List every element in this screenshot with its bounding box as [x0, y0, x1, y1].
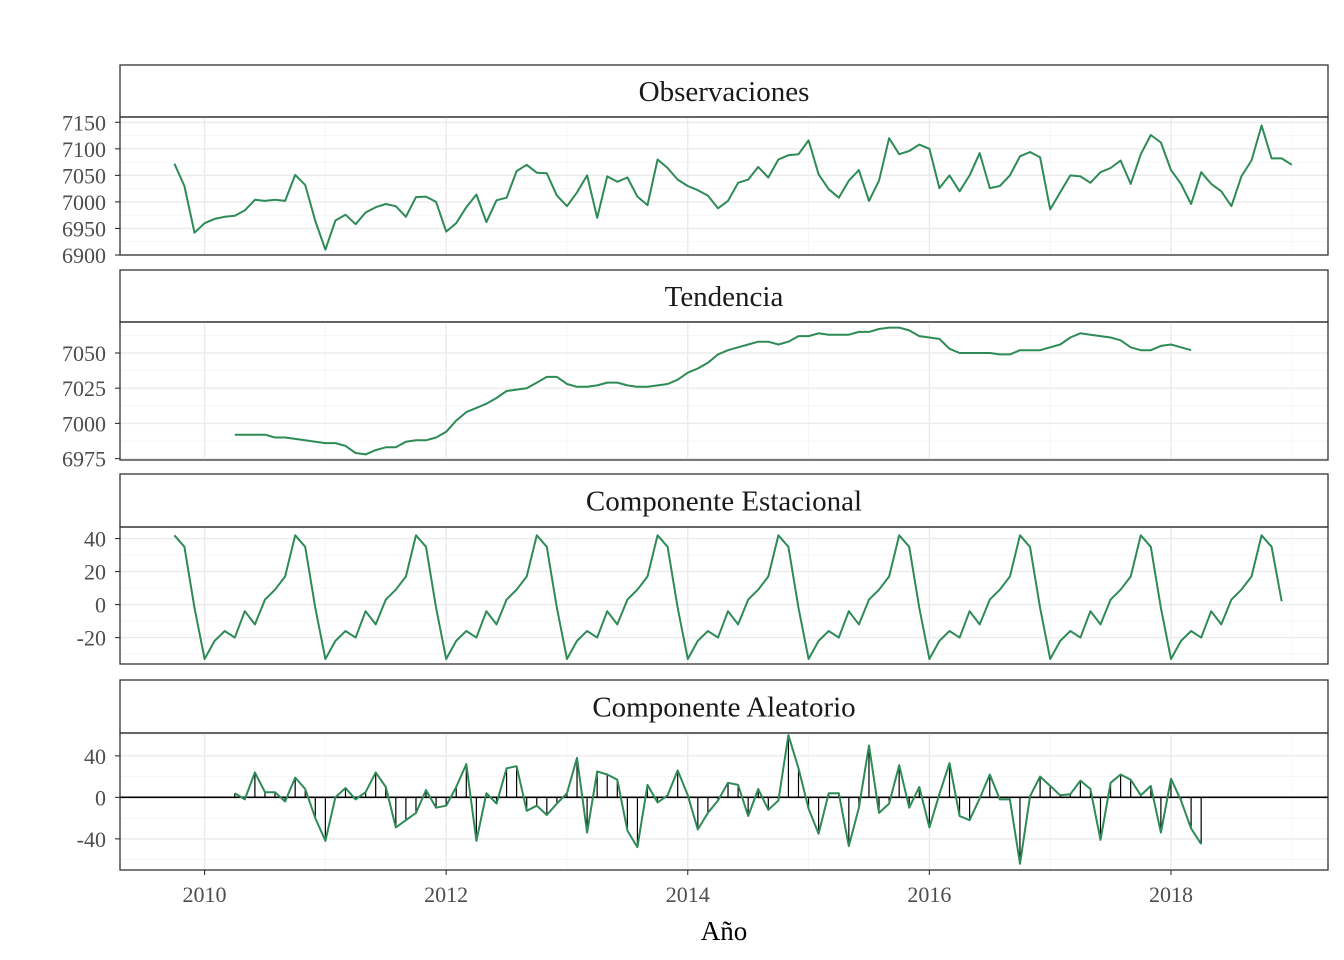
panel-title: Tendencia [665, 281, 784, 313]
panel-border [119, 732, 1329, 871]
y-tick-label: 6950 [62, 216, 106, 241]
panel-border [119, 321, 1329, 461]
y-tick-label: 0 [95, 785, 106, 810]
y-tick-label: 7100 [62, 137, 106, 162]
panel-border [119, 526, 1329, 665]
y-tick-label: 7000 [62, 190, 106, 215]
x-tick-label: 2014 [666, 882, 710, 907]
y-tick-label: 7150 [62, 110, 106, 135]
y-tick-label: 7050 [62, 341, 106, 366]
panel-title: Componente Aleatorio [592, 692, 855, 724]
y-tick-label: 6975 [62, 447, 106, 472]
y-tick-label: 0 [95, 593, 106, 618]
y-tick-label: 20 [84, 560, 106, 585]
y-tick-label: 7000 [62, 411, 106, 436]
y-tick-label: 7025 [62, 376, 106, 401]
x-tick-label: 2010 [183, 882, 227, 907]
y-tick-label: 40 [84, 744, 106, 769]
series-line [173, 124, 1293, 251]
strip-box [119, 64, 1329, 118]
series-line [234, 734, 1203, 865]
panel-title: Observaciones [639, 76, 810, 108]
y-tick-label: 6900 [62, 243, 106, 268]
panel-4: Componente Aleatorio -40 0 40 [77, 679, 1329, 871]
panel-title: Componente Estacional [586, 486, 862, 518]
series-line [234, 326, 1192, 456]
x-tick-label: 2018 [1149, 882, 1193, 907]
panel-3: Componente Estacional -20 0 20 40 [77, 473, 1329, 665]
strip-box [119, 473, 1329, 528]
y-tick-label: -20 [77, 626, 106, 651]
panel-border [119, 116, 1329, 256]
x-tick-label: 2012 [424, 882, 468, 907]
strip-box [119, 679, 1329, 734]
panel-2: Tendencia 6975 7000 7025 7050 [62, 269, 1329, 472]
y-tick-label: 7050 [62, 163, 106, 188]
strip-box [119, 269, 1329, 323]
series-line [173, 534, 1283, 660]
y-tick-label: -40 [77, 827, 106, 852]
y-tick-label: 40 [84, 527, 106, 552]
x-axis-title: Año [701, 916, 748, 946]
x-tick-label: 2016 [907, 882, 951, 907]
